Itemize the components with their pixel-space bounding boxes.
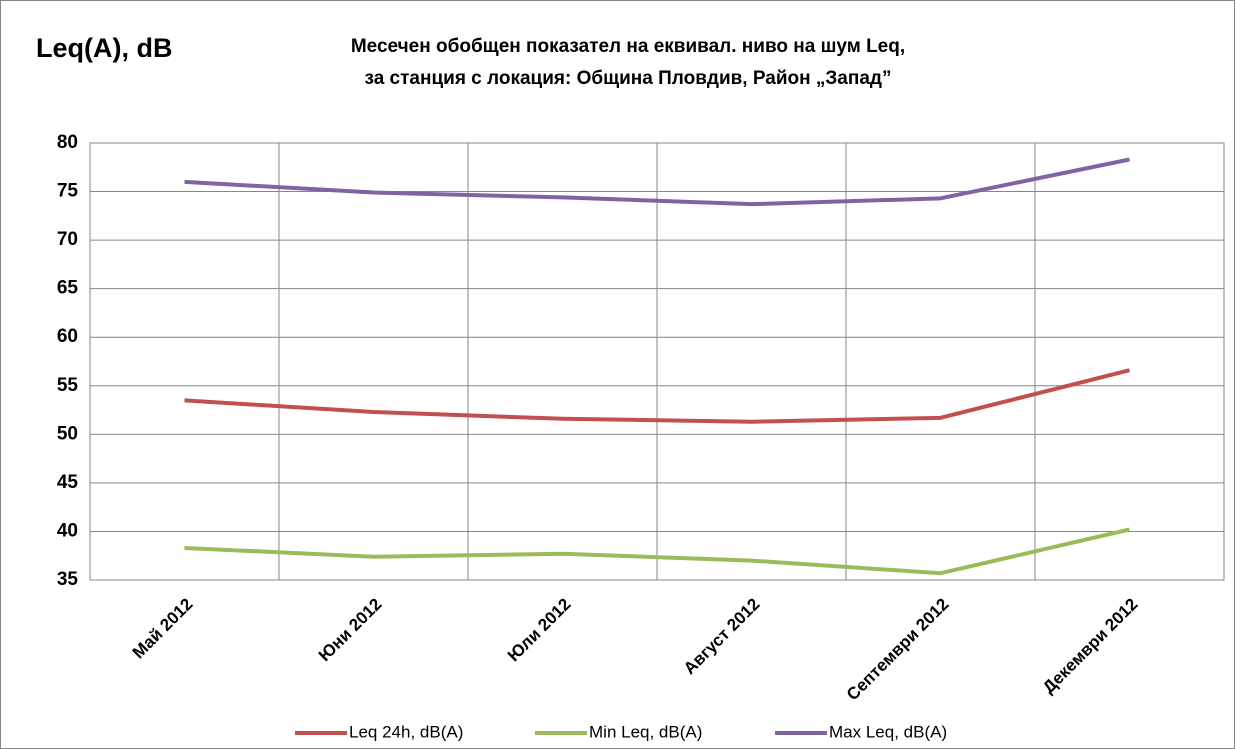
- y-tick-label: 75: [57, 181, 79, 202]
- plot-area: [89, 142, 1225, 581]
- legend-label: Leq 24h, dB(A): [349, 722, 463, 741]
- y-tick-label: 80: [57, 132, 78, 153]
- y-tick-label: 45: [57, 472, 79, 493]
- line-series: [184, 157, 1130, 207]
- y-tick-label: 60: [57, 326, 78, 347]
- y-tick-label: 50: [57, 423, 78, 444]
- line-series: [184, 527, 1130, 576]
- chart-title: Месечен обобщен показател на еквивал. ни…: [351, 36, 905, 57]
- y-tick-label: 65: [57, 278, 79, 299]
- chart-title: за станция с локация: Община Пловдив, Ра…: [365, 68, 892, 89]
- y-tick-label: 55: [57, 375, 79, 396]
- y-tick-label: 35: [57, 569, 79, 590]
- legend-label: Min Leq, dB(A): [589, 722, 702, 741]
- y-axis-label: Leq(A), dB: [36, 33, 172, 63]
- y-tick-label: 70: [57, 229, 78, 250]
- line-series: [184, 368, 1130, 424]
- legend-label: Max Leq, dB(A): [829, 722, 947, 741]
- y-tick-label: 40: [57, 520, 78, 541]
